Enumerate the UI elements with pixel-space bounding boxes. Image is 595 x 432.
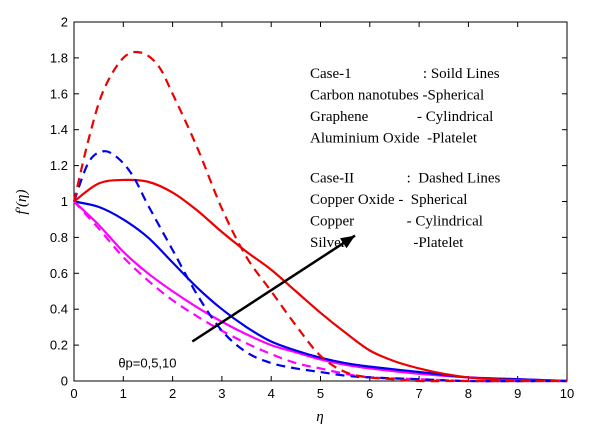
y-tick-label: 1.2 xyxy=(50,158,68,173)
y-tick-label: 2 xyxy=(61,15,68,30)
series-line-solid-1 xyxy=(73,200,568,383)
series-line-dashed-5 xyxy=(72,50,567,383)
y-tick-label: 0.2 xyxy=(50,338,68,353)
legend: Case-1 : Soild Lines Carbon nanotubes -Sp… xyxy=(310,66,501,251)
series-layer xyxy=(72,50,568,383)
x-tick-label: 1 xyxy=(120,386,127,401)
x-tick-label: 7 xyxy=(415,386,422,401)
arrow-head xyxy=(340,235,356,249)
theta-label: θp=0,5,10 xyxy=(118,356,176,371)
y-axis-label: f′(η) xyxy=(14,190,30,215)
legend-line: Copper - Cylindrical xyxy=(310,213,483,229)
theta-annotation: θp=0,5,10 xyxy=(118,234,356,371)
y-tick-label: 0.6 xyxy=(50,266,68,281)
x-tick-label: 9 xyxy=(514,386,521,401)
x-tick-label: 6 xyxy=(366,386,373,401)
y-tick-label: 1.8 xyxy=(50,50,68,65)
y-tick-label: 0.4 xyxy=(50,302,68,317)
y-tick-label: 1.6 xyxy=(50,86,68,101)
legend-line: Carbon nanotubes -Spherical xyxy=(310,88,484,104)
x-tick-label: 2 xyxy=(169,386,176,401)
legend-line: Case-II : Dashed Lines xyxy=(310,170,501,186)
x-tick-label: 3 xyxy=(218,386,225,401)
arrow-shaft xyxy=(191,234,356,343)
x-tick-label: 0 xyxy=(70,386,77,401)
x-axis-label: η xyxy=(316,409,323,425)
x-tick-label: 10 xyxy=(560,386,574,401)
series-line-dashed-4 xyxy=(72,150,568,383)
y-tick-label: 1.4 xyxy=(50,122,68,137)
x-tick-label: 8 xyxy=(465,386,472,401)
legend-line: Graphene - Cylindrical xyxy=(310,109,493,125)
x-tick-label: 5 xyxy=(317,386,324,401)
x-tick-label: 4 xyxy=(268,386,275,401)
series-line-dashed-3 xyxy=(73,200,567,383)
series-line-solid-2 xyxy=(73,178,568,383)
y-tick-label: 0.8 xyxy=(50,230,68,245)
legend-line: Copper Oxide - Spherical xyxy=(310,192,467,208)
legend-line: Aluminium Oxide -Platelet xyxy=(310,131,478,147)
y-tick-label: 1 xyxy=(61,194,68,209)
y-tick-label: 0 xyxy=(61,374,68,389)
series-line-solid-0 xyxy=(73,200,568,383)
legend-line: Case-1 : Soild Lines xyxy=(310,66,500,82)
